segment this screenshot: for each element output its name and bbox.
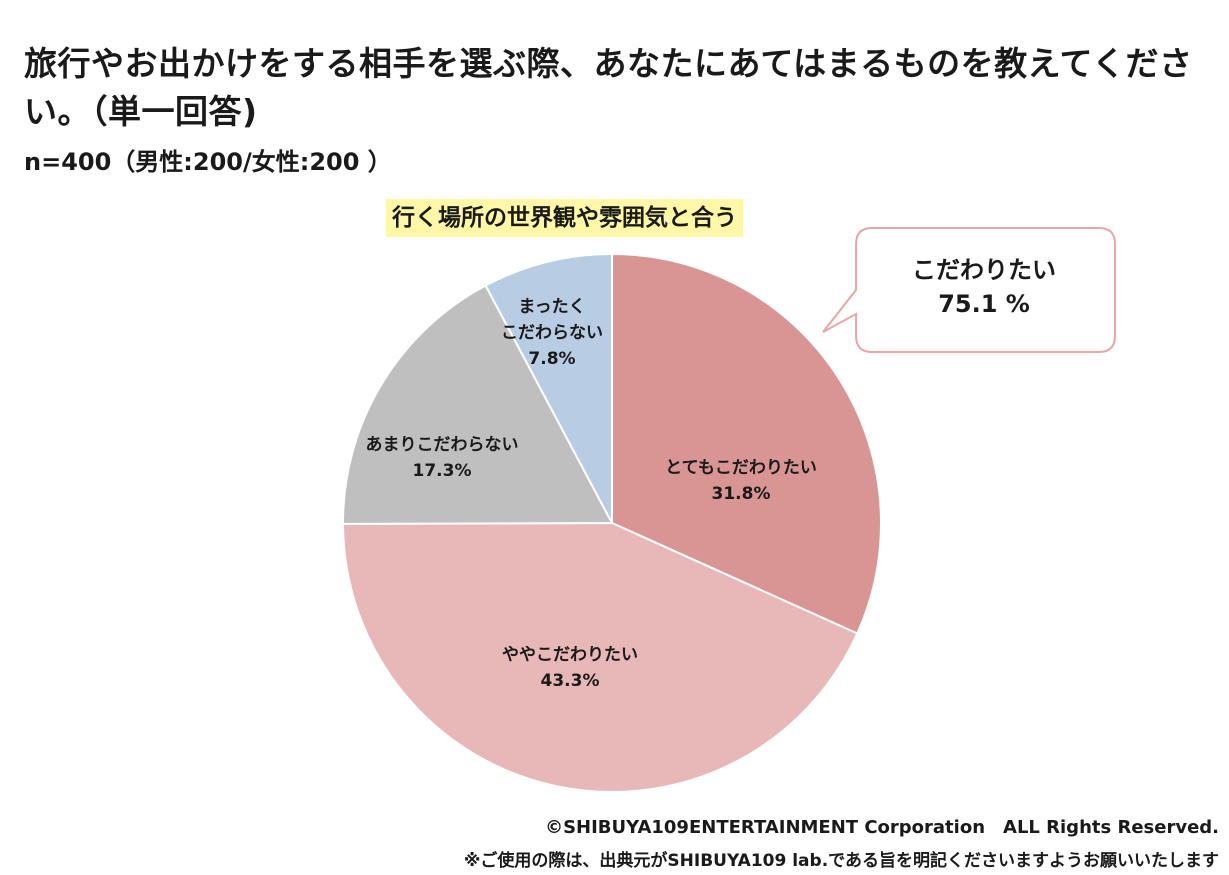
chart-title: 旅行やお出かけをする相手を選ぶ際、あなたにあてはまるものを教えてください。（単一… (24, 44, 1193, 131)
slice-label-very: とてもこだわりたい 31.8% (665, 455, 817, 507)
callout-shape (822, 227, 1116, 353)
sample-size: n=400（男性:200/女性:200 ） (24, 148, 392, 176)
slice-name-line2: こだわらない (501, 323, 603, 343)
callout-text: こだわりたい 75.1 % (852, 253, 1116, 321)
slice-somewhat (341, 521, 859, 793)
slice-value: 7.8% (528, 349, 576, 369)
slice-label-somewhat: ややこだわりたい 43.3% (502, 642, 638, 694)
slice-value: 43.3% (540, 671, 600, 691)
slice-name: ややこだわりたい (502, 645, 638, 665)
usage-note: ※ご使用の際は、出典元がSHIBUYA109 lab.である旨を明記くださいます… (463, 851, 1219, 871)
slice-label-not-much: あまりこだわらない 17.3% (366, 432, 519, 484)
copyright: ©SHIBUYA109ENTERTAINMENT Corporation ALL… (545, 817, 1219, 838)
pie-title: 行く場所の世界観や雰囲気と合う (386, 199, 743, 237)
slice-value: 17.3% (412, 461, 472, 481)
slice-name: あまりこだわらない (365, 435, 519, 455)
slice-name: とてもこだわりたい (665, 458, 817, 478)
callout-value: 75.1 % (938, 290, 1030, 318)
callout-bubble (822, 227, 1116, 353)
slice-not-much (342, 284, 614, 525)
slice-very (611, 252, 882, 635)
slice-name-line1: まったく (518, 297, 586, 317)
slice-not-at-all (484, 252, 613, 524)
callout-label: こだわりたい (912, 256, 1056, 284)
slice-label-not-at-all: まったく こだわらない 7.8% (501, 294, 603, 372)
slice-value: 31.8% (711, 484, 771, 504)
